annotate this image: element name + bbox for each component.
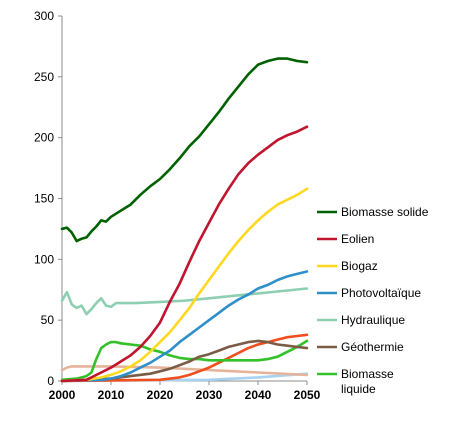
- series-line-hydraulique: [60, 287, 309, 316]
- legend-label: Biogaz: [341, 259, 378, 273]
- series-line-eolien: [60, 125, 309, 383]
- series-lines: [60, 57, 309, 383]
- x-axis-ticks: 2000 2010 2020 2030 2040 2050: [49, 381, 321, 402]
- legend-label: Photovoltaïque: [341, 286, 421, 300]
- series-line-biomasse-liquide: [60, 339, 309, 382]
- legend-label: Hydraulique: [341, 313, 405, 327]
- x-tick-label: 2030: [196, 388, 223, 402]
- x-tick-label: 2000: [49, 388, 76, 402]
- legend-label: liquide: [341, 382, 376, 396]
- x-tick-label: 2040: [245, 388, 272, 402]
- legend-label: Eolien: [341, 232, 374, 246]
- x-tick-label: 2050: [294, 388, 321, 402]
- legend-label: Biomasse solide: [341, 205, 429, 219]
- y-axis-ticks: 0 50 100 150 200 250 300: [34, 9, 62, 388]
- y-tick-label: 200: [34, 131, 54, 145]
- x-tick-label: 2010: [98, 388, 125, 402]
- y-tick-label: 100: [34, 252, 54, 266]
- series-line-geothermie: [60, 339, 309, 383]
- series-line-biogaz: [60, 187, 309, 383]
- y-tick-label: 0: [47, 374, 54, 388]
- series-line-biomasse-solide: [60, 57, 309, 243]
- y-tick-label: 50: [41, 313, 55, 327]
- y-tick-label: 250: [34, 70, 54, 84]
- legend: Biomasse solide Eolien Biogaz Photovoltaïqu…: [317, 205, 429, 396]
- series-line-unlabeled: [60, 333, 309, 383]
- legend-label: Biomasse: [341, 367, 394, 381]
- x-tick-label: 2020: [147, 388, 174, 402]
- legend-label: Géothermie: [341, 340, 404, 354]
- y-tick-label: 150: [34, 192, 54, 206]
- y-tick-label: 300: [34, 9, 54, 23]
- series-line-photovoltaique: [60, 270, 309, 383]
- series-line-unlabeled: [60, 365, 309, 377]
